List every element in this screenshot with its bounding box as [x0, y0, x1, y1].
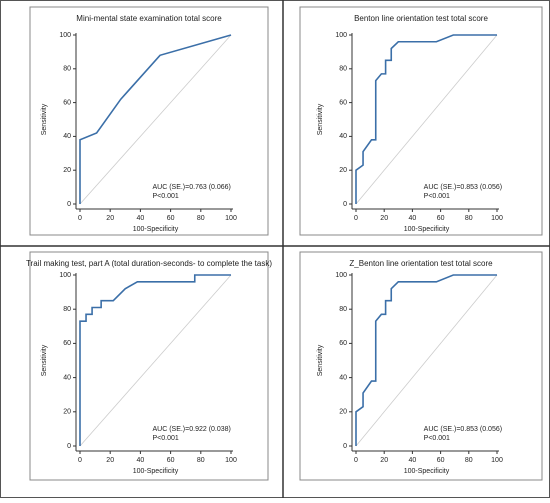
x-tick-label: 100: [225, 215, 237, 222]
y-tick-label: 60: [63, 99, 71, 106]
y-tick-label: 20: [339, 167, 347, 174]
y-tick-label: 0: [343, 201, 347, 208]
reference-diagonal: [355, 34, 498, 205]
annotation: P<0.001: [152, 193, 178, 200]
y-axis-label: Sensitivity: [317, 103, 324, 135]
x-tick-label: 60: [167, 215, 175, 222]
y-tick-label: 80: [63, 306, 71, 313]
x-tick-label: 20: [380, 457, 388, 464]
x-tick-label: 40: [137, 457, 145, 464]
x-tick-label: 80: [197, 457, 205, 464]
chart-title: Mini-mental state examination total scor…: [76, 14, 222, 23]
x-tick-label: 40: [137, 215, 145, 222]
panel-frame: [29, 6, 269, 236]
x-tick-label: 40: [409, 457, 417, 464]
x-tick-label: 0: [78, 215, 82, 222]
y-axis-label: Sensitivity: [41, 103, 48, 135]
y-tick-label: 80: [63, 66, 71, 73]
x-axis-label: 100-Specificity: [404, 226, 450, 233]
x-tick-label: 20: [106, 457, 114, 464]
chart-title: Trail making test, part A (total duratio…: [26, 259, 272, 268]
x-tick-label: 100: [225, 457, 237, 464]
panel-frame: [299, 6, 543, 236]
reference-diagonal: [79, 274, 232, 447]
y-tick-label: 60: [339, 340, 347, 347]
y-tick-label: 20: [63, 409, 71, 416]
annotation: P<0.001: [424, 435, 450, 442]
annotation: AUC (SE.)=0.853 (0.056): [424, 426, 502, 433]
annotation: AUC (SE.)=0.853 (0.056): [424, 184, 502, 191]
y-axis-label: Sensitivity: [41, 344, 48, 376]
x-tick-label: 100: [491, 215, 503, 222]
x-tick-label: 80: [197, 215, 205, 222]
x-tick-label: 60: [167, 457, 175, 464]
x-tick-label: 20: [380, 215, 388, 222]
y-tick-label: 40: [63, 374, 71, 381]
annotation: P<0.001: [152, 435, 178, 442]
y-tick-label: 0: [343, 443, 347, 450]
y-tick-label: 0: [67, 443, 71, 450]
y-tick-label: 100: [335, 32, 347, 39]
x-tick-label: 40: [409, 215, 417, 222]
y-tick-label: 20: [339, 409, 347, 416]
roc-curve: [79, 274, 231, 446]
x-axis-label: 100-Specificity: [404, 468, 450, 475]
roc-curve: [355, 34, 497, 204]
x-tick-label: 80: [465, 215, 473, 222]
panel-frame: [299, 251, 543, 481]
roc-curve: [355, 274, 497, 446]
panel-frame: [29, 251, 269, 481]
y-tick-label: 40: [63, 133, 71, 140]
x-tick-label: 20: [106, 215, 114, 222]
y-tick-label: 100: [59, 272, 71, 279]
roc-curve: [79, 34, 232, 204]
y-tick-label: 0: [67, 201, 71, 208]
annotation: AUC (SE.)=0.763 (0.066): [152, 184, 230, 191]
reference-diagonal: [355, 274, 498, 447]
y-tick-label: 80: [339, 66, 347, 73]
x-tick-label: 0: [354, 215, 358, 222]
y-tick-label: 80: [339, 306, 347, 313]
y-tick-label: 20: [63, 167, 71, 174]
y-tick-label: 40: [339, 374, 347, 381]
x-tick-label: 100: [491, 457, 503, 464]
chart-title: Benton line orientation test total score: [354, 14, 488, 23]
y-axis-label: Sensitivity: [317, 344, 324, 376]
x-tick-label: 0: [354, 457, 358, 464]
reference-diagonal: [79, 34, 232, 205]
x-axis-label: 100-Specificity: [133, 226, 179, 233]
y-tick-label: 100: [59, 32, 71, 39]
x-axis-label: 100-Specificity: [133, 468, 179, 475]
x-tick-label: 60: [437, 457, 445, 464]
annotation: AUC (SE.)=0.922 (0.038): [152, 426, 230, 433]
x-tick-label: 60: [437, 215, 445, 222]
annotation: P<0.001: [424, 193, 450, 200]
y-tick-label: 60: [63, 340, 71, 347]
y-tick-label: 100: [335, 272, 347, 279]
chart-title: Z_Benton line orientation test total sco…: [349, 259, 493, 268]
y-tick-label: 60: [339, 99, 347, 106]
y-tick-label: 40: [339, 133, 347, 140]
x-tick-label: 80: [465, 457, 473, 464]
x-tick-label: 0: [78, 457, 82, 464]
